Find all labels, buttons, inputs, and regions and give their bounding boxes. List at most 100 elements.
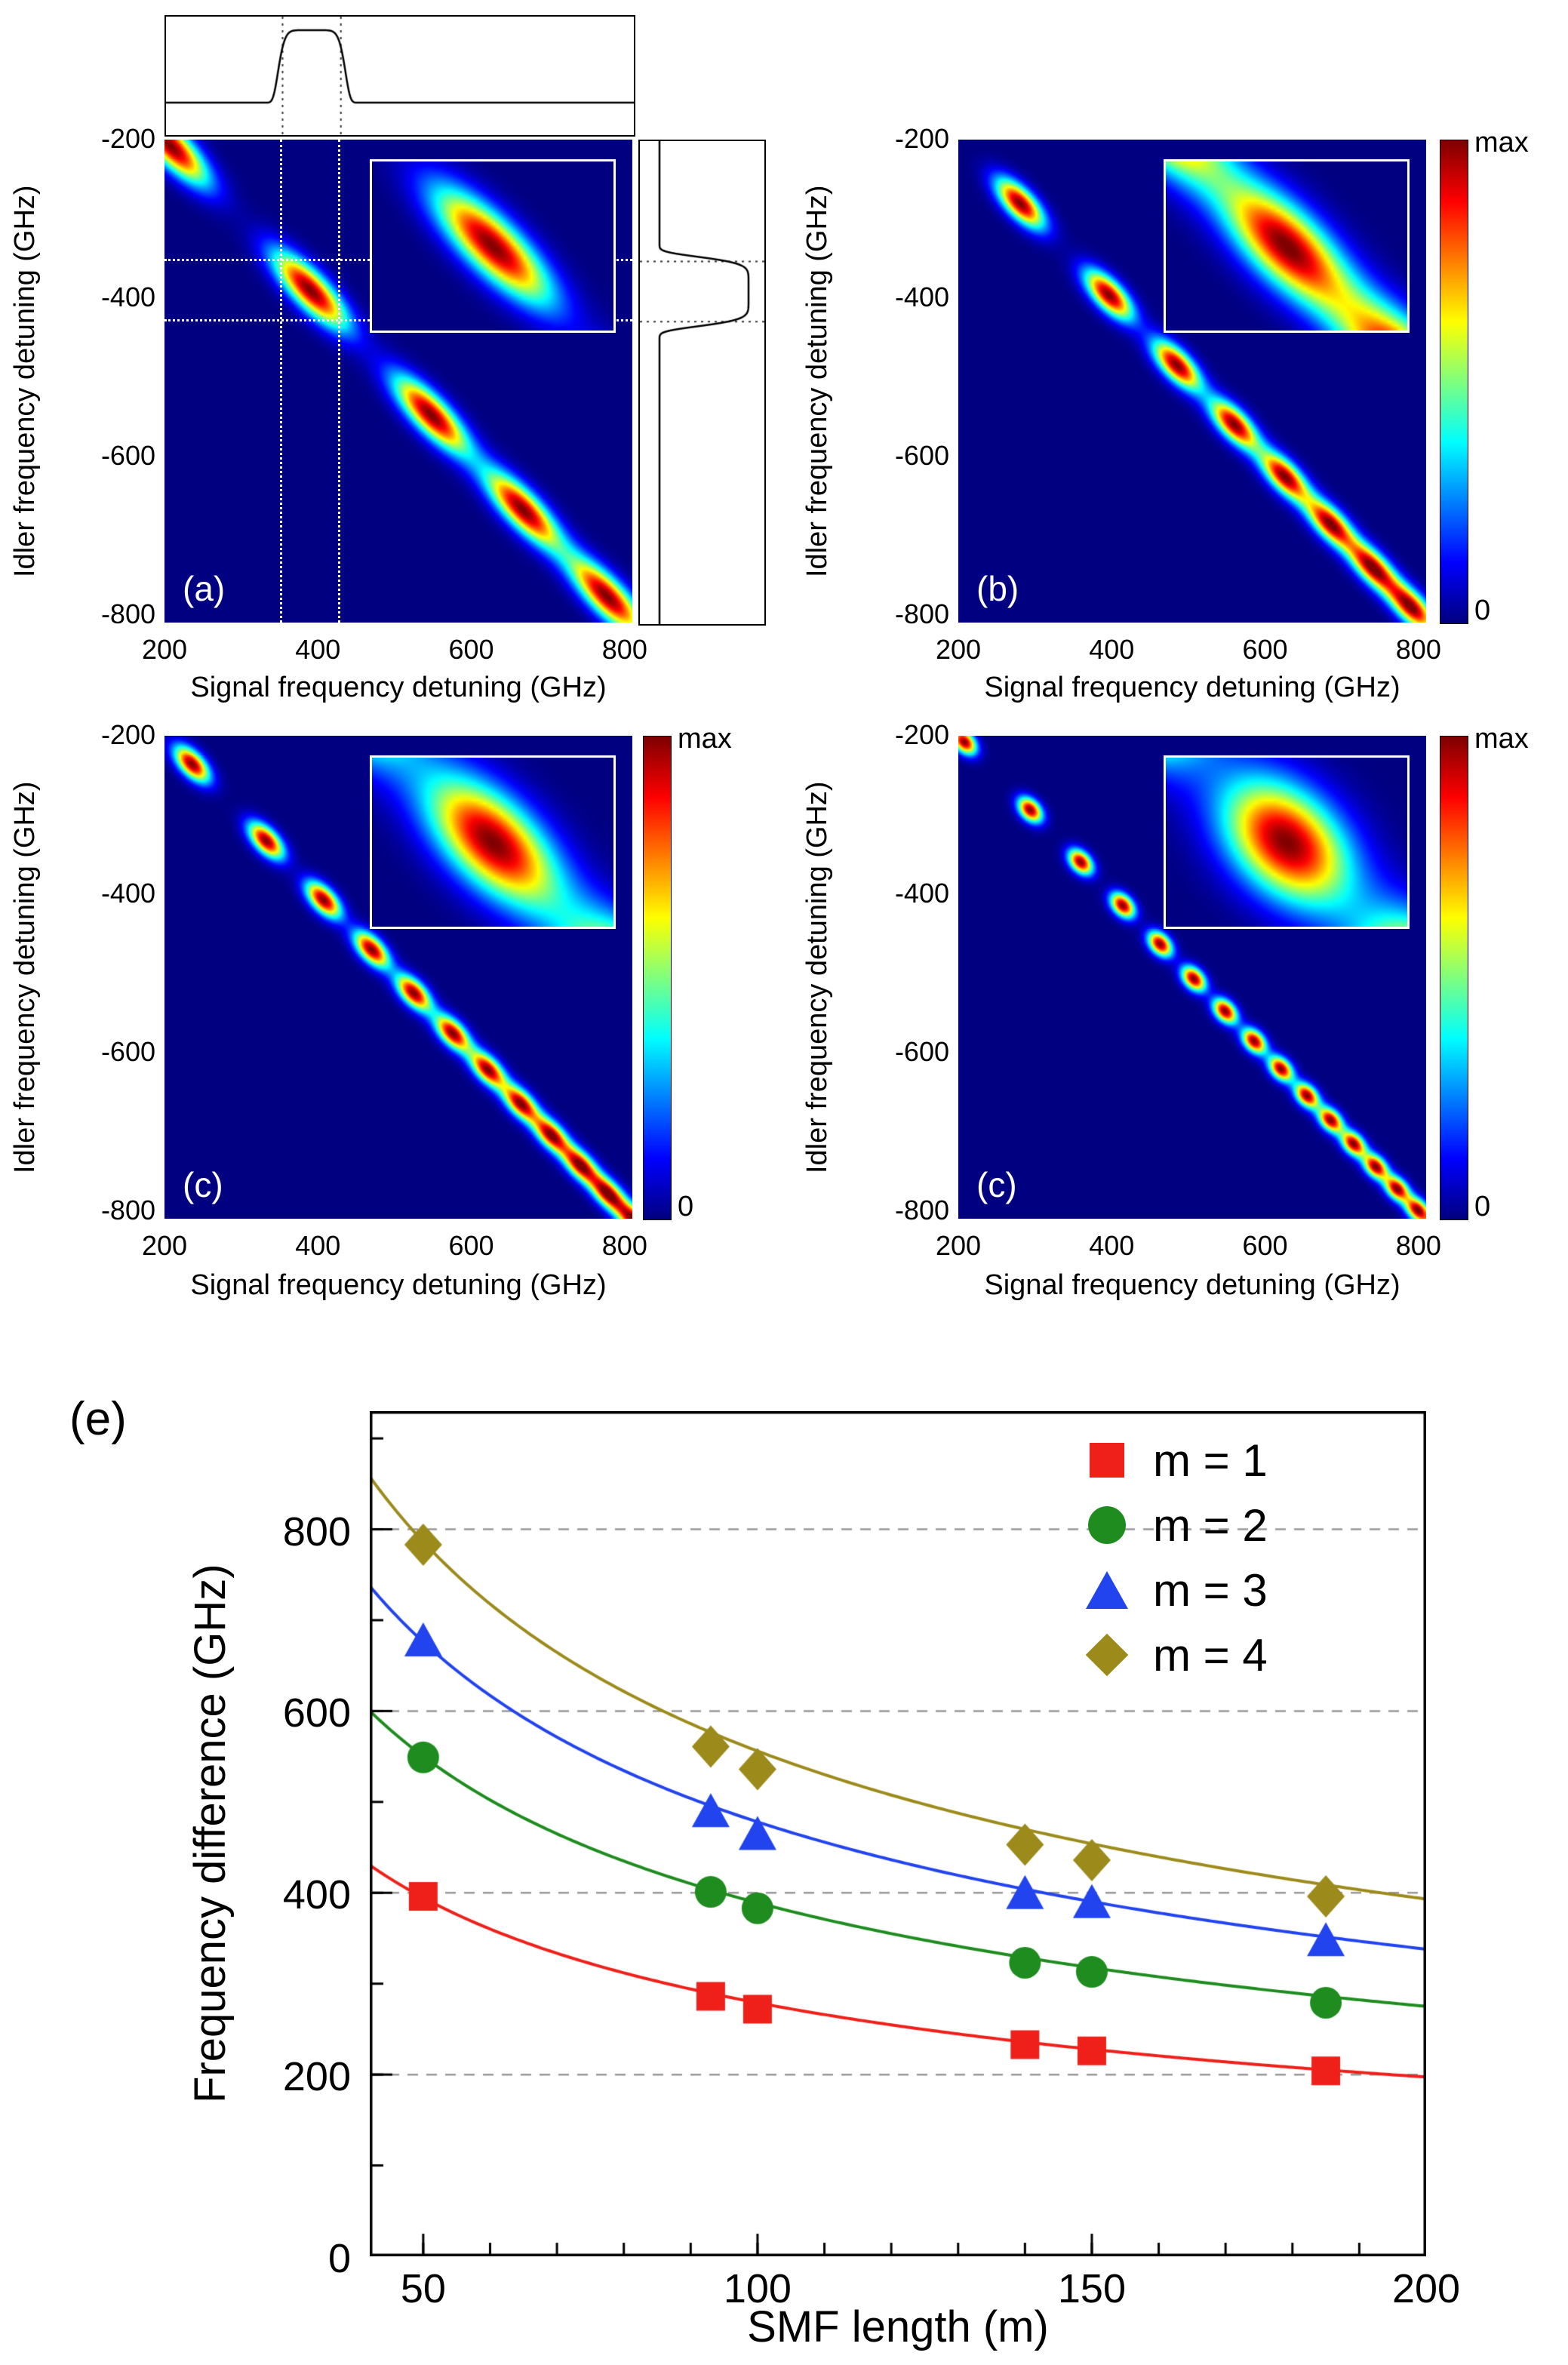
x-tick-label: 800 <box>1395 1230 1441 1261</box>
crosshair-vertical-line <box>338 140 341 623</box>
legend-item: m = 1 <box>1087 1428 1268 1493</box>
y-tick-label: -400 <box>894 281 949 312</box>
panel-a-inset-canvas <box>372 161 613 331</box>
x-tick-label: 200 <box>141 1230 188 1261</box>
panel-d-ylabel: Idler frequency detuning (GHz) <box>801 781 833 1173</box>
x-tick-label: 600 <box>1242 634 1288 665</box>
panel-b-ylabel: Idler frequency detuning (GHz) <box>801 185 833 577</box>
y-tick-label: 600 <box>282 1690 351 1736</box>
square-shape <box>1090 1443 1124 1478</box>
y-tick-label: -400 <box>100 281 155 312</box>
x-tick-label: 800 <box>601 1230 647 1261</box>
y-tick-label: -200 <box>100 123 155 154</box>
x-tick-label: 600 <box>448 634 494 665</box>
y-tick-label: 0 <box>327 2236 351 2281</box>
y-tick-label: -800 <box>100 598 155 629</box>
panel-a-label: (a) <box>183 569 226 608</box>
legend-item: m = 4 <box>1085 1622 1268 1687</box>
x-tick-label: 50 <box>400 2266 446 2311</box>
panel-c-colorbar <box>643 736 672 1220</box>
panel-d-heatmap: (c) <box>958 736 1426 1219</box>
crosshair-vertical-line <box>279 140 282 623</box>
panel-a-xlabel: Signal frequency detuning (GHz) <box>190 672 607 703</box>
legend-item: m = 3 <box>1086 1558 1268 1622</box>
x-tick-label: 600 <box>448 1230 494 1261</box>
x-tick-label: 200 <box>1391 2266 1461 2311</box>
panel-b-inset-canvas <box>1166 161 1407 331</box>
legend-item: m = 2 <box>1087 1493 1268 1558</box>
y-tick-label: -400 <box>100 877 155 909</box>
y-tick-label: -600 <box>100 1035 155 1067</box>
y-tick-label: -800 <box>894 598 949 629</box>
panel-a-ylabel: Idler frequency detuning (GHz) <box>9 185 41 577</box>
triangle-shape <box>1086 1571 1128 1609</box>
panel-a-inset <box>370 159 616 333</box>
panel-a-heatmap: (a) <box>164 140 632 623</box>
legend-label: m = 4 <box>1153 1629 1268 1681</box>
panel-e-label: (e) <box>69 1393 127 1445</box>
panel-d-inset <box>1164 755 1410 929</box>
panel-c-xlabel: Signal frequency detuning (GHz) <box>190 1269 607 1301</box>
legend-label: m = 3 <box>1153 1564 1268 1616</box>
legend-label: m = 1 <box>1153 1435 1268 1486</box>
x-tick-label: 150 <box>1057 2266 1126 2311</box>
panel-c-ylabel: Idler frequency detuning (GHz) <box>9 781 41 1173</box>
y-tick-label: -600 <box>894 1035 949 1067</box>
panel-b-colorbar-max-label: max <box>1474 127 1529 158</box>
panel-b-inset <box>1164 159 1410 333</box>
x-tick-label: 400 <box>295 1230 341 1261</box>
y-tick-label: -800 <box>100 1194 155 1226</box>
panel-c-heatmap: (c) <box>164 736 632 1219</box>
y-tick-label: -400 <box>894 877 949 909</box>
panel-d-label: (c) <box>976 1165 1017 1204</box>
legend-marker-circle-icon <box>1087 1505 1127 1545</box>
y-tick-label: -800 <box>894 1194 949 1226</box>
y-tick-label: -200 <box>894 719 949 750</box>
y-tick-label: -600 <box>894 439 949 471</box>
panel-e-xlabel: SMF length (m) <box>747 2302 1049 2351</box>
y-tick-label: 200 <box>282 2054 351 2100</box>
x-tick-label: 100 <box>723 2266 792 2311</box>
panel-c-inset-canvas <box>372 758 613 927</box>
legend-marker-triangle-icon <box>1086 1570 1128 1610</box>
panel-b-colorbar <box>1440 140 1468 624</box>
legend: m = 1 m = 2 m = 3 m = 4 <box>1085 1428 1268 1687</box>
panel-c-inset <box>370 755 616 929</box>
x-tick-label: 800 <box>601 634 647 665</box>
x-tick-label: 200 <box>141 634 188 665</box>
circle-shape <box>1088 1506 1126 1544</box>
legend-label: m = 2 <box>1153 1499 1268 1551</box>
panel-b-xlabel: Signal frequency detuning (GHz) <box>984 672 1400 703</box>
panel-d-colorbar <box>1440 736 1468 1220</box>
panel-a-top-marginal-plot <box>164 15 635 137</box>
y-tick-label: -200 <box>100 719 155 750</box>
panel-d-colorbar-max-label: max <box>1474 723 1529 755</box>
x-tick-label: 800 <box>1395 634 1441 665</box>
panel-e-ylabel: Frequency difference (GHz) <box>186 1564 235 2104</box>
diamond-shape <box>1085 1633 1129 1677</box>
legend-marker-diamond-icon <box>1085 1633 1129 1677</box>
scatter-plot-canvas <box>370 1411 1426 2256</box>
panel-c-colorbar-min-label: 0 <box>678 1191 694 1222</box>
y-tick-label: 400 <box>282 1872 351 1918</box>
panel-b-colorbar-min-label: 0 <box>1474 595 1491 626</box>
x-tick-label: 200 <box>935 1230 982 1261</box>
panel-a-right-marginal-plot <box>638 140 766 626</box>
x-tick-label: 400 <box>1089 634 1135 665</box>
y-tick-label: -200 <box>894 123 949 154</box>
x-tick-label: 400 <box>295 634 341 665</box>
panel-c-colorbar-max-label: max <box>678 723 732 755</box>
panel-c-label: (c) <box>183 1165 223 1204</box>
legend-marker-square-icon <box>1087 1440 1127 1481</box>
y-tick-label: 800 <box>282 1508 351 1555</box>
x-tick-label: 200 <box>935 634 982 665</box>
panel-d-inset-canvas <box>1166 758 1407 927</box>
y-tick-label: -600 <box>100 439 155 471</box>
panel-d-colorbar-min-label: 0 <box>1474 1191 1491 1222</box>
x-tick-label: 600 <box>1242 1230 1288 1261</box>
panel-b-heatmap: (b) <box>958 140 1426 623</box>
panel-d-xlabel: Signal frequency detuning (GHz) <box>984 1269 1400 1301</box>
panel-b-label: (b) <box>976 569 1019 608</box>
x-tick-label: 400 <box>1089 1230 1135 1261</box>
